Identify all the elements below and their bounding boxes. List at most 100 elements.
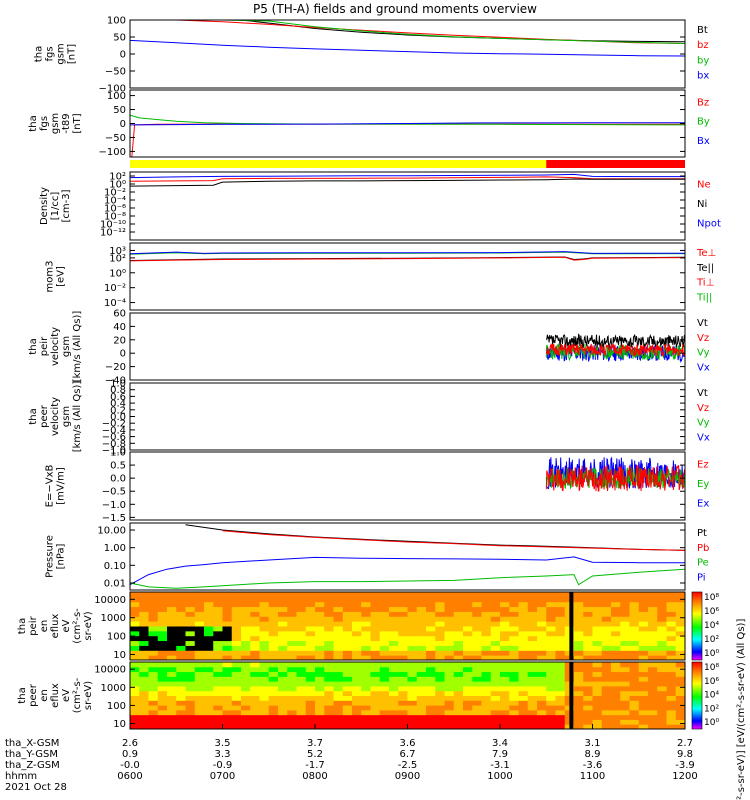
x-tick-label: 3.4 <box>492 738 508 749</box>
y-tick-label: 10² <box>109 253 126 264</box>
y-axis-label: Pressure[nPa] <box>45 535 67 578</box>
panel-2: 100 50 0 −50 −100 thafgsgsm-t89[nT] Bz By Bx <box>28 89 710 158</box>
x-tick-label: -2.5 <box>398 760 418 771</box>
legend-entry: Te|| <box>696 263 714 274</box>
y-tick-label: −1.5 <box>102 513 126 524</box>
colorbar-10: 10⁸ 10⁶ 10⁴ 10² 10⁰ <box>691 661 719 730</box>
series-vz-line <box>545 342 686 357</box>
y-tick-label: −0.8 <box>102 439 126 450</box>
panel-10: 10⁸ 10⁶ 10⁴ 10² 10⁰ 10000 1000 100 10 thapeerenef… <box>17 661 719 730</box>
x-tick-label: 3.1 <box>585 738 601 749</box>
y-axis-label: E=−VxB[mV/m] <box>45 465 67 508</box>
series-te-line <box>129 256 686 262</box>
x-tick-label: 0.9 <box>122 749 138 760</box>
series-bz-line <box>130 19 686 44</box>
y-tick-label: 0.6 <box>110 392 126 403</box>
y-tick-label: 0.10 <box>104 561 126 572</box>
legend-entry: Npot <box>697 219 721 230</box>
y-tick-label: 10⁻⁴ <box>104 298 126 309</box>
x-tick-label: 3.6 <box>400 738 416 749</box>
y-tick-label: 50 <box>113 33 126 44</box>
x-row-label: hhmm <box>5 771 37 782</box>
y-tick-label: 1000 <box>101 613 126 624</box>
legend-entry: Vz <box>697 333 709 344</box>
x-tick-label: 1200 <box>672 771 697 782</box>
y-tick-label: −20 <box>105 362 126 373</box>
legend-entry: Bx <box>697 136 710 147</box>
y-tick-label: 10000 <box>94 665 126 676</box>
legend-entry: Pe <box>697 558 709 569</box>
date-label: 2021 Oct 28 <box>5 782 67 793</box>
y-axis-label: thapeervelocitygsm[km/s (All Qs)] <box>28 381 83 453</box>
x-tick-label: -3.1 <box>490 760 510 771</box>
panel-7: 1.0 0.5 0.0 −0.5 −1.0 −1.5 E=−VxB[mV/m] Ez Ey Ex <box>45 448 710 524</box>
y-tick-label: −1.0 <box>102 500 126 511</box>
y-axis-label: mom3[eV] <box>45 261 67 293</box>
legend-entry: Vx <box>697 433 710 444</box>
series-by-line <box>130 19 686 44</box>
x-tick-label: -1.7 <box>305 760 325 771</box>
panel-5: 60 40 20 0 −20 −40 thapeirvelocitygsm[km/s (Al… <box>28 309 710 387</box>
x-tick-label: 3.3 <box>215 749 231 760</box>
y-tick-label: 0.2 <box>110 405 126 416</box>
x-tick-label: 0700 <box>210 771 235 782</box>
colorbar-tick-label: 10⁶ <box>704 677 719 687</box>
y-tick-label: −1.0 <box>102 446 126 457</box>
y-axis-label: thafgsgsm[nT] <box>34 43 78 64</box>
colorbar-tick-label: 10⁰ <box>704 649 719 659</box>
y-tick-label: 10² <box>109 172 126 183</box>
y-tick-label: −0.5 <box>102 487 126 498</box>
y-tick-label: 100 <box>107 91 126 102</box>
mode-segment <box>546 160 685 168</box>
x-tick-label: 2.7 <box>677 738 693 749</box>
panel-9: 10⁸ 10⁶ 10⁴ 10² 10⁰ 10000 1000 100 10 thapeirenef… <box>17 591 719 661</box>
y-tick-label: 10⁻² <box>104 283 126 294</box>
y-tick-label: −0.4 <box>102 425 126 436</box>
colorbar-tick-label: 10⁶ <box>704 607 719 617</box>
legend-entry: Ti|| <box>696 293 712 304</box>
series-bz-line <box>130 123 685 158</box>
series-bx-line <box>129 122 685 126</box>
y-tick-label: 0.8 <box>110 385 126 396</box>
y-tick-label: 10⁻¹⁰ <box>100 220 126 231</box>
x-row-label: tha_Y-GSM <box>5 749 58 760</box>
panel-frame <box>129 19 686 89</box>
panel-8: 10.00 1.00 0.10 0.01 Pressure[nPa] Pt Pb Pe Pi <box>45 522 709 591</box>
mode-segment <box>130 160 547 168</box>
panel-1: 100 50 0 −50 −100 thafgsgsm[nT] Bt bz by bx <box>34 16 710 95</box>
y-tick-label: 10⁰ <box>109 268 126 279</box>
panel-frame <box>129 242 686 311</box>
colorbar-tick-label: 10⁸ <box>704 663 719 673</box>
y-tick-label: 10⁻⁴ <box>104 196 126 207</box>
x-tick-label: 3.5 <box>215 738 231 749</box>
legend-entry: Vt <box>697 388 708 399</box>
y-tick-label: 10 <box>113 650 126 661</box>
y-tick-label: 10⁻⁶ <box>104 204 126 215</box>
y-axis-label: Density[1/cc][cm-3] <box>39 187 72 225</box>
panel-frame <box>129 312 686 381</box>
legend-entry: bx <box>697 70 709 81</box>
legend-entry: Vy <box>697 348 710 359</box>
y-tick-label: 0.01 <box>104 578 126 589</box>
x-tick-label: -0.9 <box>213 760 233 771</box>
y-tick-label: 40 <box>113 322 126 333</box>
legend-entry: Ex <box>697 499 709 510</box>
y-tick-label: 0 <box>120 119 126 130</box>
legend-entry: Vz <box>697 403 709 414</box>
x-tick-label: 1100 <box>580 771 605 782</box>
series-ti-line <box>129 251 686 255</box>
series-by-line <box>129 114 686 126</box>
y-tick-label: −100 <box>99 84 126 95</box>
series-pi-line <box>129 556 685 586</box>
y-tick-label: 100 <box>107 632 126 643</box>
y-tick-label: 10000 <box>94 595 126 606</box>
colorbar-tick-label: 10⁸ <box>704 593 719 603</box>
series-ni-line <box>129 178 685 187</box>
legend-entry: Te⊥ <box>696 248 716 259</box>
y-tick-label: 1.0 <box>110 379 126 390</box>
colorbar-tick-label: 10² <box>704 635 719 645</box>
y-tick-label: 10⁰ <box>109 180 126 191</box>
y-tick-label: −50 <box>105 67 126 78</box>
series-pe-line <box>129 568 686 589</box>
